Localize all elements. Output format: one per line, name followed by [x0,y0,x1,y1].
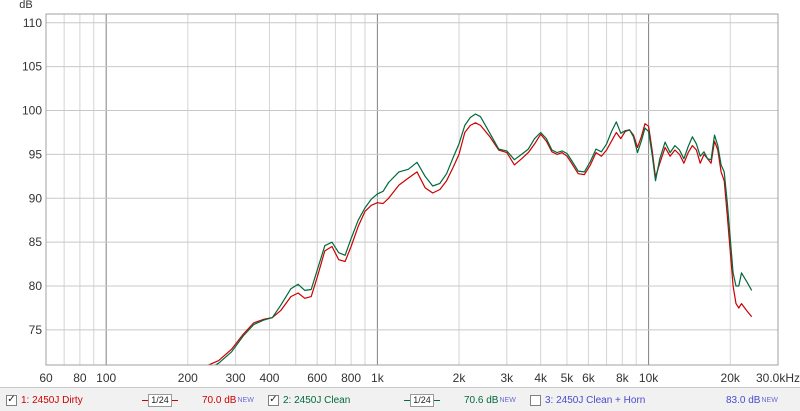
series-line-2 [214,113,753,365]
legend-item-clean-horn[interactable]: 3: 2450J Clean + Horn [530,391,645,409]
series-1-checkbox[interactable]: ✓ [6,394,17,406]
x-tick-label: 800 [341,371,361,385]
y-axis-label: dB [19,0,32,11]
series-1-level: 70.0 dB NEW [202,391,254,409]
x-tick-label: 400 [259,371,279,385]
series-1-smoothing[interactable]: 1/24 [142,392,178,408]
x-tick-label: 600 [307,371,327,385]
x-axis-tick-labels: 60 80 100 200 300 400 600 800 1k 2k 3k 4k 5k 6k 8k 10k 2… [39,371,800,385]
series-2-level-tag: NEW [499,396,516,404]
x-tick-label: 8k [616,371,630,385]
series-3-level: 83.0 dB NEW [726,391,778,409]
grid [45,14,779,365]
series-2-smoothing-label: 1/24 [410,393,434,407]
x-tick-label: 1k [371,371,385,385]
series-lines [206,113,753,365]
series-line-1 [206,122,753,365]
plot-area [46,14,778,365]
x-tick-label: 10k [639,371,659,385]
y-tick-label: 110 [23,16,42,30]
series-2-checkbox[interactable]: ✓ [268,394,279,406]
y-tick-label: 80 [29,279,43,293]
series-2-name: 2: 2450J Clean [283,394,351,406]
x-tick-label: 6k [582,371,596,385]
series-1-level-tag: NEW [237,396,254,404]
frequency-response-chart: 60 80 100 200 300 400 600 800 1k 2k 3k 4k 5k 6k 8k 10k 2… [19,0,800,385]
x-tick-label: 30.0kHz [756,371,800,385]
x-tick-label: 2k [453,371,467,385]
series-3-checkbox[interactable] [530,394,541,406]
x-tick-label: 100 [96,371,116,385]
x-tick-label: 80 [73,371,87,385]
series-3-level-value: 83.0 dB [726,394,761,406]
legend-item-clean[interactable]: ✓ 2: 2450J Clean [268,391,350,409]
x-tick-label: 200 [178,371,198,385]
y-tick-label: 100 [22,104,42,118]
x-tick-label: 60 [39,371,53,385]
series-1-name: 1: 2450J Dirty [21,394,83,406]
x-tick-label: 3k [500,371,514,385]
series-3-name: 3: 2450J Clean + Horn [545,394,646,406]
x-tick-label: 4k [534,371,548,385]
y-axis-tick-labels: 75 80 85 90 95 100 105 110 [22,16,42,337]
series-2-level: 70.6 dB NEW [464,391,516,409]
y-tick-label: 95 [29,147,43,161]
series-1-smoothing-label: 1/24 [148,393,172,407]
legend-bar: ✓ 1: 2450J Dirty 1/24 70.0 dB NEW ✓ 2: 24… [0,387,800,411]
y-tick-label: 90 [29,191,43,205]
x-tick-label: 5k [561,371,575,385]
series-3-level-tag: NEW [761,396,778,404]
x-tick-label: 300 [226,371,246,385]
x-tick-label: 20k [721,371,741,385]
series-2-smoothing[interactable]: 1/24 [404,392,440,408]
y-tick-label: 75 [29,323,43,337]
plot-frame [45,13,779,366]
series-1-level-value: 70.0 dB [202,394,237,406]
y-tick-label: 85 [29,235,43,249]
series-2-level-value: 70.6 dB [464,394,499,406]
y-tick-label: 105 [22,60,42,74]
legend-item-dirty[interactable]: ✓ 1: 2450J Dirty [6,391,83,409]
